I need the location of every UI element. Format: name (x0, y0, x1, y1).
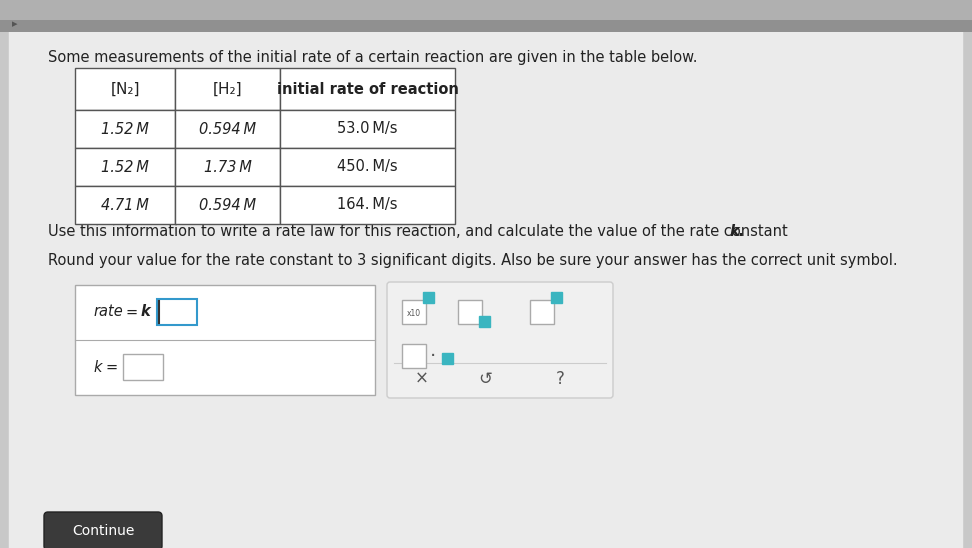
Text: ?: ? (556, 370, 565, 388)
Text: 0.594 M: 0.594 M (199, 122, 256, 136)
Text: 53.0 M/s: 53.0 M/s (337, 122, 398, 136)
Bar (175, 148, 280, 186)
Text: 1.52 M: 1.52 M (101, 159, 149, 174)
Bar (530, 300, 554, 324)
Bar (402, 300, 426, 324)
Text: rate: rate (93, 305, 122, 319)
Text: ↺: ↺ (478, 370, 492, 388)
Bar (0, 0, 972, 20)
Bar (175, 186, 280, 224)
Bar (75, 148, 175, 186)
Text: 450. M/s: 450. M/s (337, 159, 398, 174)
Text: x10: x10 (407, 310, 421, 318)
Bar (402, 344, 426, 368)
Bar (442, 353, 453, 364)
Text: =: = (125, 305, 137, 319)
Bar (479, 316, 490, 327)
Text: Use this information to write a rate law for this reaction, and calculate the va: Use this information to write a rate law… (48, 224, 792, 239)
Text: 4.71 M: 4.71 M (101, 197, 149, 213)
Bar (280, 148, 455, 186)
Bar (280, 68, 455, 110)
Bar (280, 110, 455, 148)
Bar (123, 354, 163, 380)
Bar (75, 186, 175, 224)
Bar (175, 110, 280, 148)
Bar (75, 285, 375, 395)
Text: [N₂]: [N₂] (110, 82, 140, 96)
Text: initial rate of reaction: initial rate of reaction (277, 82, 459, 96)
Text: k: k (93, 359, 101, 374)
Bar (175, 68, 280, 110)
Text: 1.52 M: 1.52 M (101, 122, 149, 136)
Bar (75, 110, 175, 148)
Bar (458, 300, 482, 324)
Text: 1.73 M: 1.73 M (203, 159, 252, 174)
Text: Some measurements of the initial rate of a certain reaction are given in the tab: Some measurements of the initial rate of… (48, 50, 698, 65)
Text: Round your value for the rate constant to 3 significant digits. Also be sure you: Round your value for the rate constant t… (48, 253, 897, 268)
FancyBboxPatch shape (387, 282, 613, 398)
Text: k: k (141, 305, 151, 319)
Bar (551, 292, 562, 303)
FancyBboxPatch shape (44, 512, 162, 548)
Text: ×: × (415, 370, 429, 388)
Bar (157, 299, 197, 325)
Bar (423, 292, 434, 303)
Text: =: = (105, 359, 117, 374)
Text: 0.594 M: 0.594 M (199, 197, 256, 213)
Bar (0, 20, 972, 32)
Text: [H₂]: [H₂] (213, 82, 242, 96)
Text: k.: k. (730, 224, 746, 239)
Text: Continue: Continue (72, 524, 134, 538)
Text: ▸: ▸ (12, 19, 17, 29)
Text: ·: · (430, 346, 436, 366)
Bar (75, 68, 175, 110)
Bar (280, 186, 455, 224)
Text: 164. M/s: 164. M/s (337, 197, 398, 213)
